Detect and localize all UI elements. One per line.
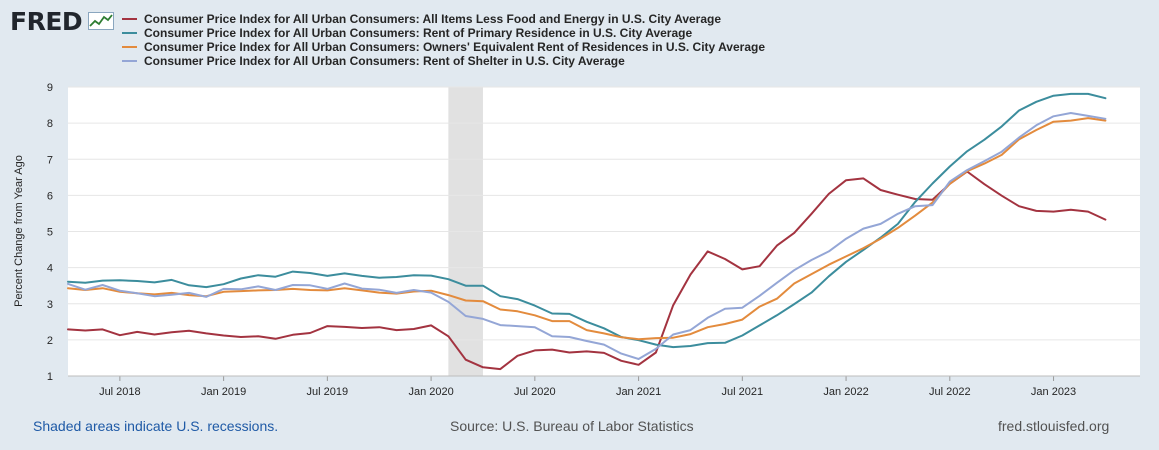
y-tick-label: 8 [47,118,53,130]
legend-item-core-cpi[interactable]: Consumer Price Index for All Urban Consu… [122,12,765,26]
x-tick-label: Jul 2019 [307,386,349,398]
legend-swatch-oer [122,46,137,48]
x-tick-label: Jan 2021 [616,386,661,398]
legend-swatch-primary-rent [122,32,137,34]
legend-label-shelter: Consumer Price Index for All Urban Consu… [144,54,625,68]
y-tick-label: 1 [47,371,53,383]
x-tick-label: Jan 2022 [823,386,868,398]
y-tick-label: 3 [47,299,53,311]
legend-item-shelter[interactable]: Consumer Price Index for All Urban Consu… [122,54,765,68]
legend-label-core-cpi: Consumer Price Index for All Urban Consu… [144,12,722,26]
y-tick-label: 4 [47,263,53,275]
x-tick-label: Jul 2018 [99,386,141,398]
series-line-core-cpi [67,170,1107,371]
x-tick-label: Jul 2020 [514,386,556,398]
fred-site-text: fred.stlouisfed.org [998,418,1110,434]
y-tick-label: 7 [47,154,53,166]
y-tick-label: 9 [47,82,53,94]
x-tick-label: Jan 2023 [1031,386,1076,398]
fred-logo[interactable]: FRED [10,7,83,36]
legend-label-primary-rent: Consumer Price Index for All Urban Consu… [144,26,693,40]
legend-swatch-core-cpi [122,18,137,20]
legend-item-oer[interactable]: Consumer Price Index for All Urban Consu… [122,40,765,54]
source-text: Source: U.S. Bureau of Labor Statistics [450,418,694,434]
legend-swatch-shelter [122,60,137,62]
series-line-primary-rent [67,92,1107,349]
series-line-shelter [67,112,1107,360]
y-tick-label: 6 [47,190,53,202]
legend-item-primary-rent[interactable]: Consumer Price Index for All Urban Consu… [122,26,765,40]
x-tick-label: Jan 2019 [201,386,246,398]
series-line-oer [67,117,1107,341]
legend-label-oer: Consumer Price Index for All Urban Consu… [144,40,766,54]
x-tick-label: Jul 2022 [929,386,971,398]
y-tick-label: 5 [47,227,53,239]
x-tick-label: Jan 2020 [408,386,453,398]
x-tick-label: Jul 2021 [722,386,764,398]
chart-legend: Consumer Price Index for All Urban Consu… [122,12,765,68]
fred-logo-chart-icon [88,12,114,30]
y-tick-label: 2 [47,335,53,347]
recession-note-link[interactable]: Shaded areas indicate U.S. recessions. [33,418,279,434]
